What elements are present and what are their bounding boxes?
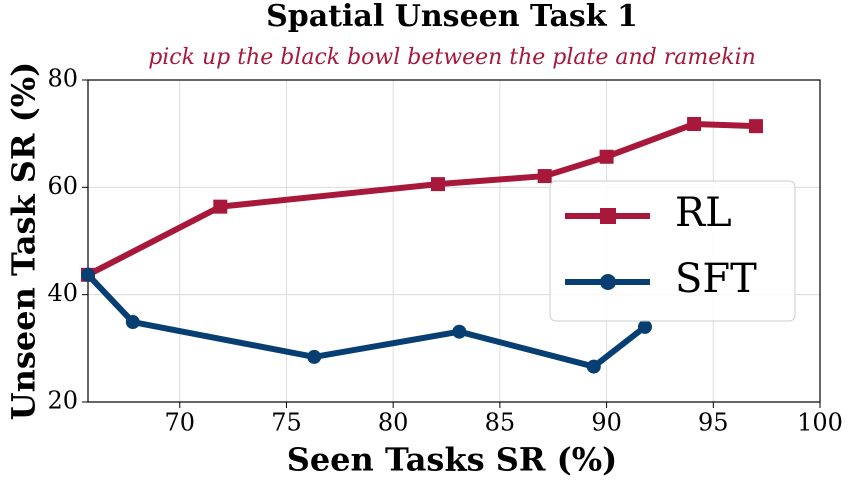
legend-marker: [600, 274, 616, 290]
chart-subtitle: pick up the black bowl between the plate…: [148, 45, 756, 70]
x-tick-label: 70: [164, 409, 195, 437]
x-tick-label: 90: [591, 409, 622, 437]
x-tick-label: 85: [485, 409, 516, 437]
marker: [81, 267, 95, 282]
legend-label: SFT: [675, 256, 757, 302]
y-tick-label: 40: [47, 279, 78, 307]
legend-box: [549, 180, 796, 322]
marker: [748, 119, 763, 134]
legend-marker: [600, 208, 616, 224]
y-tick-label: 80: [47, 65, 78, 93]
marker: [687, 117, 702, 132]
x-axis-label: Seen Tasks SR (%): [287, 441, 618, 479]
marker: [586, 359, 601, 374]
x-tick-label: 95: [698, 409, 729, 437]
marker: [430, 177, 445, 192]
x-tick-label: 80: [378, 409, 409, 437]
x-tick-label: 100: [797, 409, 843, 437]
marker: [213, 199, 228, 214]
y-tick-label: 60: [47, 172, 78, 200]
plot-frame: [87, 79, 821, 403]
chart-title: Spatial Unseen Task 1: [266, 0, 638, 34]
y-tick-label: 20: [47, 387, 78, 415]
line: [85, 272, 647, 370]
marker: [307, 349, 322, 364]
legend-label: RL: [675, 190, 732, 236]
marker: [125, 315, 140, 330]
x-tick-label: 75: [271, 409, 302, 437]
marker: [452, 324, 467, 339]
marker: [537, 169, 552, 184]
marker: [638, 319, 653, 334]
y-axis-label: Unseen Task SR (%): [5, 62, 43, 421]
marker: [599, 149, 614, 164]
